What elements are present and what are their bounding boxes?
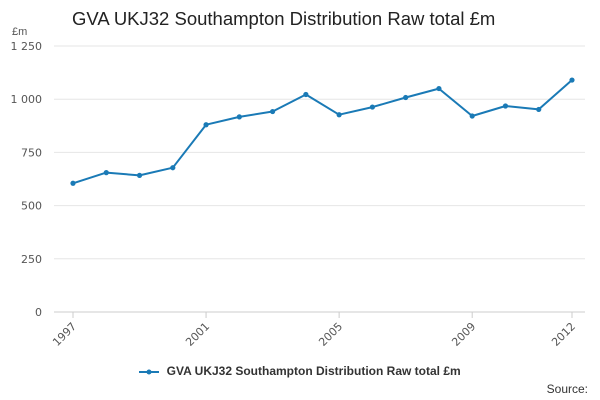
y-axis: 0 250 500 750 1 000 1 250 [11,40,43,319]
data-point[interactable] [303,91,309,98]
data-point[interactable] [403,94,409,101]
data-point[interactable] [103,170,109,176]
gridlines [54,45,585,313]
x-tick-label: 2005 [316,320,345,349]
y-tick-label: 750 [21,146,42,159]
y-tick-label: 500 [21,200,42,213]
data-point[interactable] [369,104,375,110]
y-tick-label: 1 000 [11,93,43,106]
x-tick-label: 2012 [549,320,578,349]
data-point[interactable] [270,108,276,115]
legend[interactable]: GVA UKJ32 Southampton Distribution Raw t… [0,364,600,378]
data-point[interactable] [536,106,542,113]
data-point[interactable] [336,112,342,118]
chart-title: GVA UKJ32 Southampton Distribution Raw t… [72,8,496,29]
data-point[interactable] [136,172,143,178]
data-point[interactable] [203,122,209,128]
x-axis: 1997 2001 2005 2009 2012 [50,312,578,349]
data-point[interactable] [236,114,242,120]
data-point[interactable] [502,103,509,109]
x-tick-label: 1997 [50,320,79,349]
data-point[interactable] [569,77,575,83]
legend-swatch-icon [139,367,160,377]
data-point[interactable] [70,180,76,186]
data-point[interactable] [436,85,442,92]
data-point[interactable] [170,165,176,171]
series-line [72,79,573,185]
y-axis-unit-label: £m [12,26,28,38]
y-tick-label: 250 [21,253,42,266]
legend-label: GVA UKJ32 Southampton Distribution Raw t… [166,364,461,378]
y-tick-label: 1 250 [11,40,43,53]
series-layer [70,77,575,186]
source-label: Source: [546,382,588,396]
x-tick-label: 2009 [449,320,478,349]
x-tick-label: 2001 [183,320,212,349]
data-point[interactable] [469,113,475,119]
y-tick-label: 0 [35,306,42,319]
